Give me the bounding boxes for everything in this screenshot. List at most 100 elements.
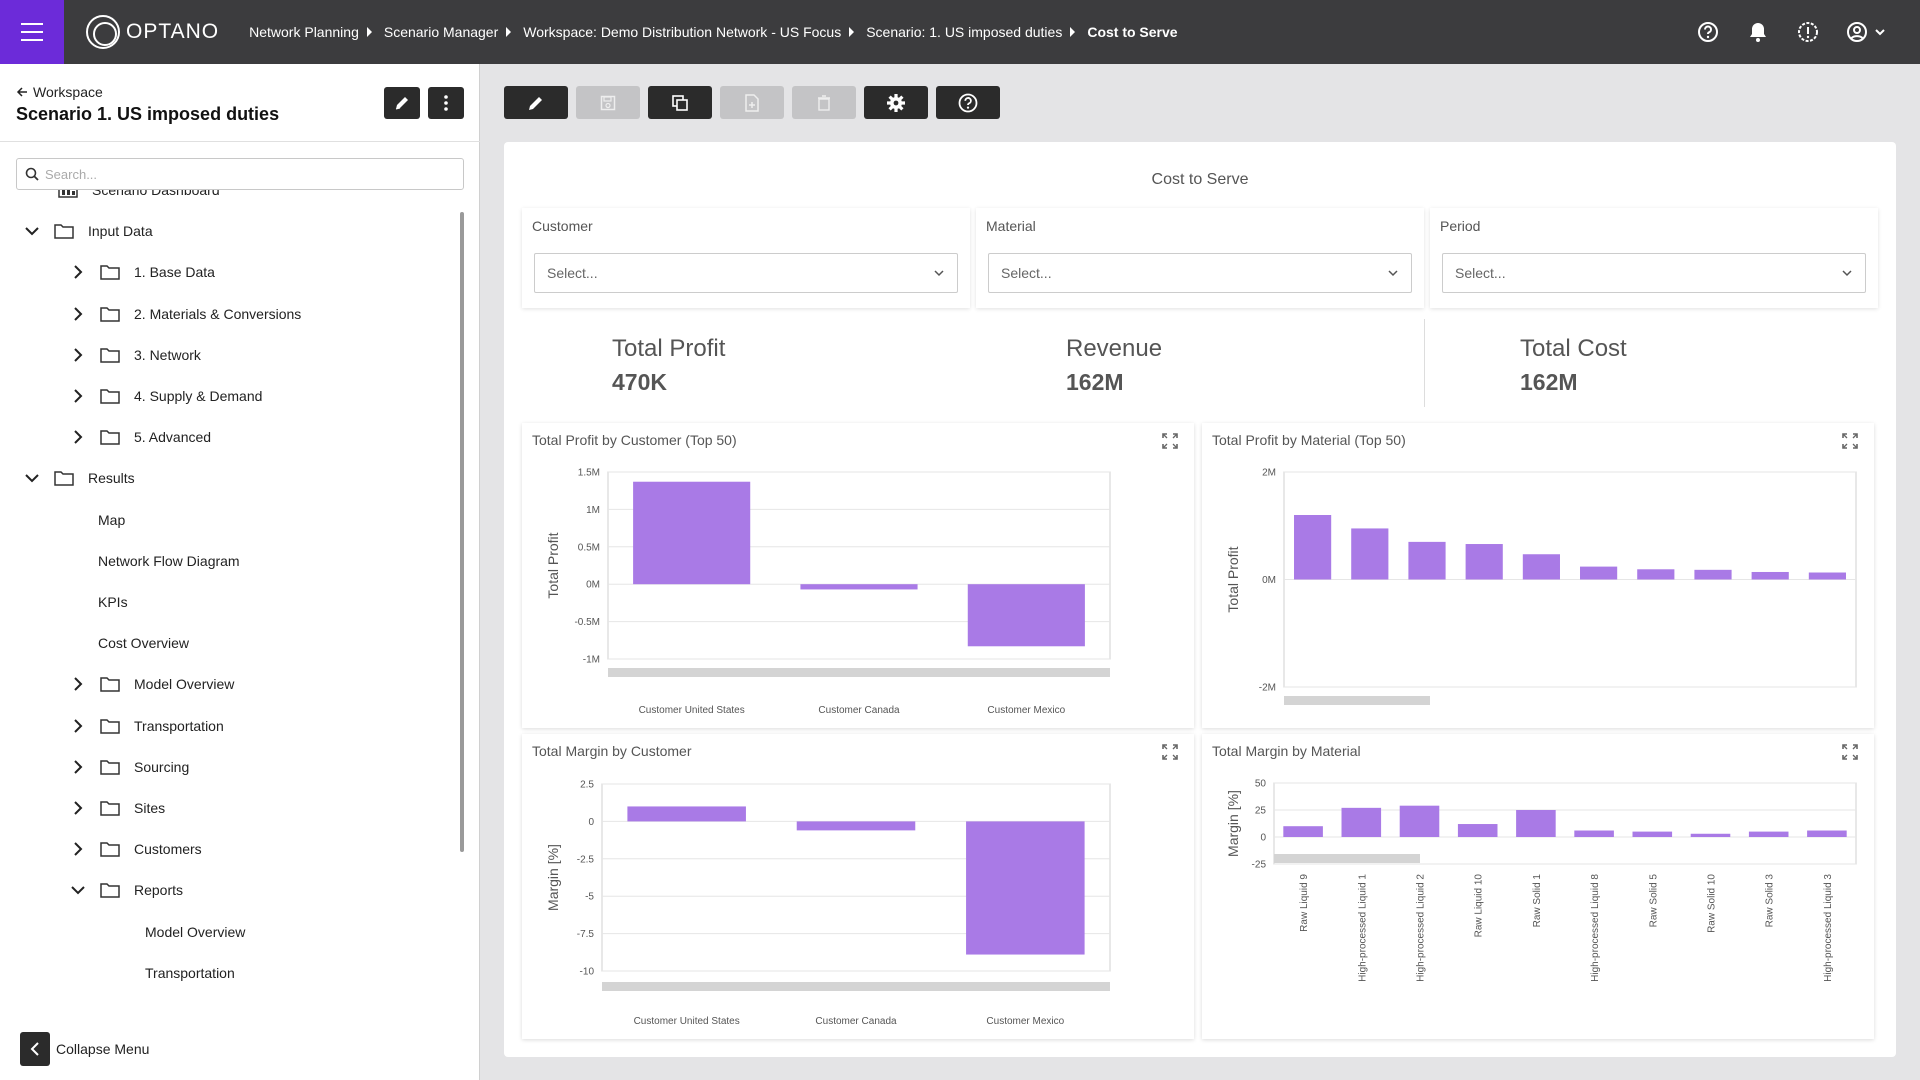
sidebar-item-map[interactable]: Map [98, 507, 125, 533]
bell-icon[interactable] [1746, 20, 1770, 44]
chart-scrollbar [602, 982, 1110, 991]
material-select[interactable]: Select... [988, 253, 1412, 293]
chevron-down-icon[interactable] [70, 882, 86, 898]
sidebar-item-scenario-dashboard[interactable]: Scenario Dashboard [58, 190, 220, 203]
sidebar-item-label[interactable]: Input Data [88, 223, 153, 240]
back-to-workspace-link[interactable]: Workspace [16, 84, 103, 100]
chevron-right-icon[interactable] [70, 388, 86, 404]
delete-button[interactable] [792, 86, 856, 119]
chevron-down-icon[interactable] [24, 223, 40, 239]
export-button[interactable] [720, 86, 784, 119]
sidebar-item-transportation[interactable]: Transportation [145, 960, 235, 986]
sidebar-item-label[interactable]: 1. Base Data [134, 264, 215, 281]
sidebar-item-label[interactable]: Sites [134, 800, 166, 816]
breadcrumb-item-scenario-manager[interactable]: Scenario Manager [384, 24, 523, 40]
breadcrumb-label[interactable]: Scenario Manager [383, 24, 499, 40]
chevron-right-icon[interactable] [70, 759, 86, 775]
breadcrumb-item-scenario[interactable]: Scenario: 1. US imposed duties [866, 24, 1087, 40]
more-options-button[interactable] [428, 87, 464, 119]
chevron-down-icon[interactable] [24, 470, 40, 486]
period-select[interactable]: Select... [1442, 253, 1866, 293]
folder-icon [100, 759, 120, 775]
sidebar-item-label[interactable]: 2. Materials & Conversions [134, 305, 302, 322]
sidebar-item-transportation[interactable]: Transportation [70, 713, 224, 739]
sidebar-item-kpis[interactable]: KPIs [98, 589, 128, 615]
sidebar-item-label[interactable]: Map [98, 511, 126, 528]
sidebar-scrollbar[interactable] [460, 212, 464, 852]
sidebar-item-label[interactable]: 4. Supply & Demand [134, 388, 263, 404]
help-icon[interactable] [1696, 20, 1720, 44]
customer-select[interactable]: Select... [534, 253, 958, 293]
sidebar-item-label[interactable]: Network Flow Diagram [98, 552, 240, 569]
breadcrumb-label[interactable]: Network Planning [249, 24, 359, 40]
sidebar-item-sourcing[interactable]: Sourcing [70, 754, 189, 780]
sidebar-item-label[interactable]: 5. Advanced [134, 429, 212, 446]
chevron-right-icon[interactable] [70, 841, 86, 857]
chevron-right-icon[interactable] [70, 676, 86, 692]
expand-icon[interactable] [1162, 744, 1178, 760]
y-axis-label: Margin [%] [1225, 790, 1241, 857]
sidebar-item-customers[interactable]: Customers [70, 836, 202, 862]
collapse-menu-label[interactable]: Collapse Menu [56, 1041, 150, 1057]
sidebar-item-results[interactable]: Results [24, 465, 135, 491]
sidebar-item-input-data[interactable]: Input Data [24, 218, 153, 244]
chevron-right-icon[interactable] [70, 306, 86, 322]
sidebar-item-5-advanced[interactable]: 5. Advanced [70, 424, 211, 450]
sidebar-item-sites[interactable]: Sites [70, 795, 165, 821]
back-link-label[interactable]: Workspace [33, 84, 103, 100]
sidebar-item-label[interactable]: Sourcing [134, 758, 190, 775]
chart-plot[interactable]: 2.5 0 -2.5 -5 -7.5 -10 Margin [%] Customer Unit… [522, 734, 1194, 1039]
sidebar-item-model-overview[interactable]: Model Overview [145, 919, 245, 945]
sidebar-item-label[interactable]: Model Overview [145, 923, 246, 940]
sidebar-item-label[interactable]: Model Overview [134, 676, 235, 693]
sidebar-item-network-flow-diagram[interactable]: Network Flow Diagram [98, 548, 240, 574]
chevron-right-icon[interactable] [70, 347, 86, 363]
breadcrumb-item-network-planning[interactable]: Network Planning [249, 24, 384, 40]
y-tick-label: 1M [586, 505, 600, 516]
sidebar-item-label[interactable]: KPIs [98, 594, 128, 610]
copy-button[interactable] [648, 86, 712, 119]
collapse-menu-button[interactable] [20, 1032, 50, 1066]
file-icon [745, 93, 759, 112]
sidebar-item-model-overview[interactable]: Model Overview [70, 671, 234, 697]
menu-icon[interactable] [0, 0, 64, 64]
logo[interactable]: OPTANO [86, 15, 219, 49]
edit-button[interactable] [504, 86, 568, 119]
chevron-right-icon[interactable] [70, 429, 86, 445]
chart-plot[interactable]: 2M 0M -2M Total Profit [1202, 423, 1874, 728]
save-button[interactable] [576, 86, 640, 119]
sidebar-item-label[interactable]: Results [88, 470, 135, 487]
chevron-right-icon[interactable] [70, 718, 86, 734]
sidebar-item-1-base-data[interactable]: 1. Base Data [70, 259, 215, 285]
sidebar-item-4-supply-demand[interactable]: 4. Supply & Demand [70, 383, 262, 409]
sidebar-item-reports[interactable]: Reports [70, 877, 183, 903]
chart-plot[interactable]: 1.5M 1M 0.5M 0M -0.5M -1M Total Profit Customer… [522, 423, 1194, 728]
sidebar-item-cost-overview[interactable]: Cost Overview [98, 630, 189, 656]
sidebar-item-3-network[interactable]: 3. Network [70, 342, 201, 368]
alert-icon[interactable] [1796, 20, 1820, 44]
sidebar-item-label[interactable]: Reports [134, 882, 184, 899]
expand-icon[interactable] [1842, 433, 1858, 449]
sidebar-item-label[interactable]: Transportation [145, 964, 235, 981]
sidebar-item-label[interactable]: Transportation [134, 717, 224, 734]
sidebar-item-label[interactable]: Cost Overview [98, 635, 190, 652]
sidebar-item-label[interactable]: Scenario Dashboard [92, 190, 220, 198]
breadcrumb-label[interactable]: Scenario: 1. US imposed duties [866, 24, 1063, 40]
sidebar-item-label[interactable]: Customers [134, 841, 202, 858]
user-icon[interactable] [1846, 20, 1890, 44]
sidebar-item-2-materials-conversions[interactable]: 2. Materials & Conversions [70, 301, 301, 327]
edit-scenario-button[interactable] [384, 87, 420, 119]
sidebar-item-label[interactable]: 3. Network [134, 346, 201, 363]
y-axis-label: Margin [%] [545, 844, 561, 911]
collapse-menu[interactable]: Collapse Menu [20, 1032, 149, 1066]
chevron-right-icon[interactable] [70, 264, 86, 280]
settings-button[interactable] [864, 86, 928, 119]
search-input[interactable] [45, 166, 445, 182]
chevron-right-icon[interactable] [70, 800, 86, 816]
help-button[interactable] [936, 86, 1000, 119]
expand-icon[interactable] [1842, 744, 1858, 760]
expand-icon[interactable] [1162, 433, 1178, 449]
chart-plot[interactable]: 50 25 0 -25 Margin [%] Raw Liquid 9 High-proce… [1202, 734, 1874, 1039]
breadcrumb-label[interactable]: Workspace: Demo Distribution Network - U… [523, 24, 842, 40]
breadcrumb-item-workspace[interactable]: Workspace: Demo Distribution Network - U… [523, 24, 866, 40]
